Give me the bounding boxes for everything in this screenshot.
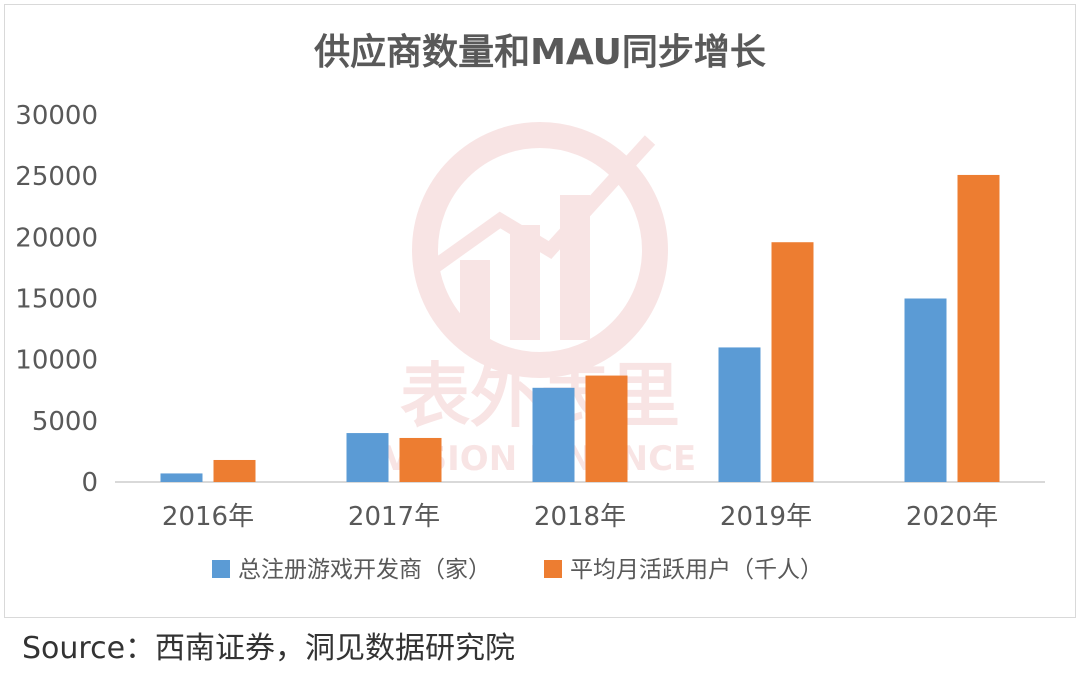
chart-frame — [4, 4, 1076, 618]
legend-swatch — [212, 560, 230, 578]
source-note: Source：西南证券，洞见数据研究院 — [22, 631, 516, 666]
x-tick-label: 2019年 — [720, 502, 812, 532]
bars-group — [160, 174, 1000, 482]
bar-developers-4 — [718, 347, 761, 482]
chart-title: 供应商数量和MAU同步增长 — [314, 32, 766, 73]
y-tick-label: 0 — [81, 468, 98, 498]
bar-mau-3 — [585, 375, 628, 482]
x-tick-label: 2017年 — [348, 502, 440, 532]
x-tick-label: 2018年 — [534, 502, 626, 532]
bar-mau-2 — [399, 437, 442, 482]
bar-developers-1 — [160, 473, 203, 482]
x-axis-labels: 2016年 2017年 2018年 2019年 2020年 — [162, 502, 998, 532]
legend-swatch — [544, 560, 562, 578]
y-tick-label: 10000 — [15, 346, 98, 376]
bar-mau-4 — [771, 242, 814, 482]
legend-label: 平均月活跃用户（千人） — [570, 557, 823, 583]
x-tick-label: 2020年 — [906, 502, 998, 532]
y-tick-label: 20000 — [15, 223, 98, 253]
x-tick-label: 2016年 — [162, 502, 254, 532]
y-tick-label: 25000 — [15, 162, 98, 192]
y-tick-label: 5000 — [32, 407, 98, 437]
bar-mau-5 — [957, 174, 1000, 482]
legend: 总注册游戏开发商（家） 平均月活跃用户（千人） — [212, 557, 823, 583]
y-tick-label: 30000 — [15, 101, 98, 131]
bar-chart: 供应商数量和MAU同步增长 0 5000 10000 15000 20000 25000 3… — [15, 32, 1045, 583]
bar-developers-3 — [532, 387, 575, 482]
y-tick-label: 15000 — [15, 285, 98, 315]
legend-label: 总注册游戏开发商（家） — [238, 557, 491, 583]
bar-developers-5 — [904, 298, 947, 482]
bar-developers-2 — [346, 433, 389, 482]
bar-mau-1 — [213, 459, 256, 482]
y-axis-ticks: 0 5000 10000 15000 20000 25000 30000 — [15, 101, 98, 498]
